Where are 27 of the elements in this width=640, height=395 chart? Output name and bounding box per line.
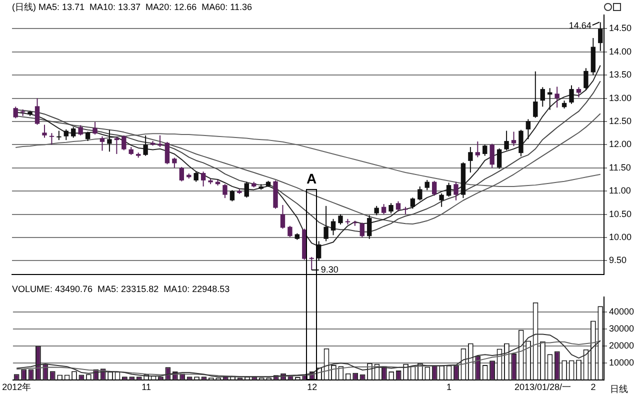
x-tick-label: 2013/01/28/一 (514, 382, 572, 392)
annotation: A (306, 170, 317, 187)
y-tick-label: 14.00 (609, 46, 632, 56)
y-tick-label: 13.00 (609, 92, 632, 103)
x-tick-label: 1 (446, 382, 452, 392)
y-tick-label: 10.00 (609, 232, 632, 242)
chart-title: (日线) MA5: 13.71 MA10: 13.37 MA20: 12.66 MA60: 11.36 (12, 2, 252, 12)
x-tick-label: 11 (142, 382, 151, 392)
y-tick-label: 10000 (609, 358, 634, 368)
y-tick-label: 30000 (609, 324, 634, 334)
y-tick-label: 9.50 (609, 255, 627, 266)
y-tick-label: 12.00 (609, 139, 632, 150)
x-tick-label: 2012年 (2, 382, 32, 392)
y-tick-label: 12.50 (609, 116, 632, 126)
y-tick-label: 20000 (609, 340, 634, 351)
chart-title: VOLUME: 43490.76 MA5: 23315.82 MA10: 22948.53 (12, 284, 230, 294)
x-tick-label: 12 (307, 382, 318, 392)
y-tick-label: 14.50 (609, 23, 632, 34)
y-tick-label: 40000 (609, 306, 634, 317)
annotation: 9.30 (320, 264, 338, 274)
text: 日线 (610, 384, 628, 394)
x-tick-label: 2 (590, 382, 596, 392)
y-tick-label: 13.50 (609, 70, 632, 80)
y-tick-label: 10.50 (609, 208, 632, 219)
y-tick-label: 11.00 (609, 186, 631, 196)
y-tick-label: 11.50 (609, 162, 631, 172)
annotation: 14.64 (568, 20, 592, 31)
